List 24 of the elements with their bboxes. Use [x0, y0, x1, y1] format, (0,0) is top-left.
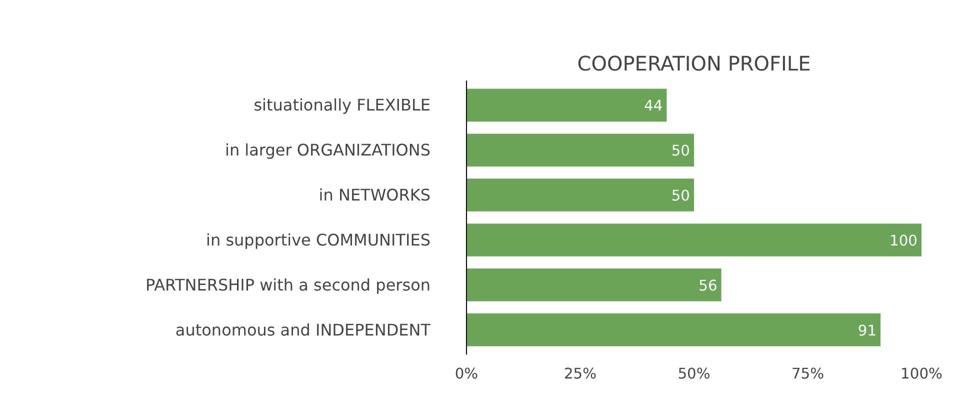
y-tick-label: situationally FLEXIBLE [254, 96, 431, 115]
data-label: 91 [858, 322, 877, 340]
bar [466, 268, 722, 302]
chart-title: COOPERATION PROFILE [577, 52, 811, 76]
y-tick-label: in larger ORGANIZATIONS [225, 140, 430, 160]
data-label: 50 [671, 188, 690, 205]
data-label: 44 [644, 98, 663, 115]
bar [466, 88, 667, 122]
x-tick-label: 75% [791, 366, 824, 382]
x-tick-label: 25% [564, 366, 597, 382]
y-tick-label: in NETWORKS [318, 186, 430, 205]
bar [466, 178, 694, 212]
y-tick-label: in supportive COMMUNITIES [206, 230, 431, 250]
bar [466, 134, 694, 167]
bar [466, 313, 881, 346]
x-tick-label: 50% [678, 366, 710, 382]
data-label: 56 [698, 277, 718, 294]
data-label: 100 [890, 232, 918, 250]
data-label: 50 [671, 142, 690, 160]
y-tick-label: PARTNERSHIP with a second person [145, 275, 430, 294]
x-tick-label: 100% [900, 366, 943, 382]
bar [466, 224, 922, 256]
x-tick-label: 0% [454, 366, 478, 382]
y-tick-label: autonomous and INDEPENDENT [175, 320, 431, 340]
